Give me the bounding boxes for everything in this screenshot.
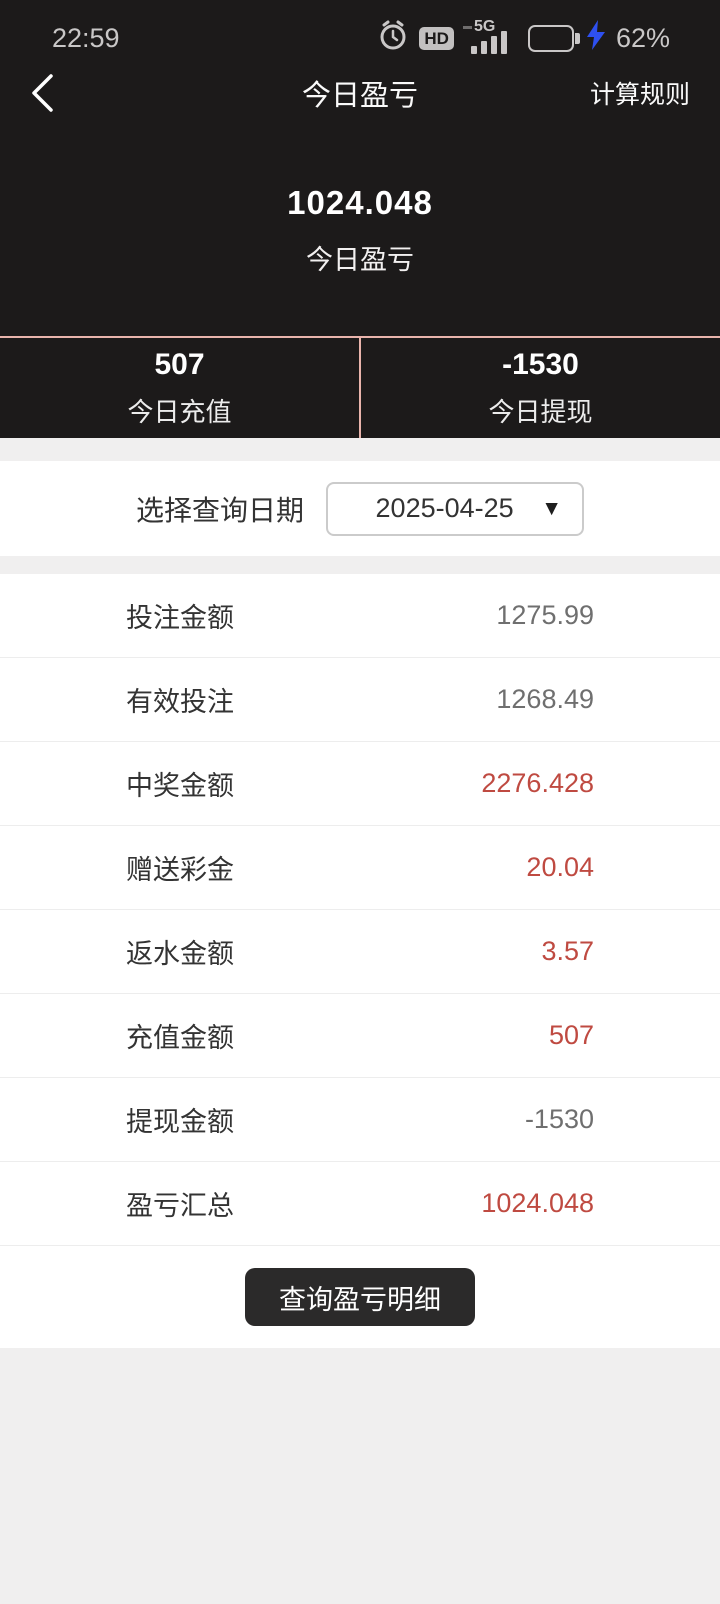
detail-row-value: 1275.99 <box>496 600 594 630</box>
signal-5g-icon: 5G <box>462 18 517 56</box>
nav-bar: 今日盈亏 计算规则 <box>0 58 720 128</box>
detail-row: 返水金额 3.57 <box>0 910 720 994</box>
detail-row: 提现金额 -1530 <box>0 1078 720 1162</box>
detail-row-value: 3.57 <box>541 936 594 966</box>
detail-row: 盈亏汇总 1024.048 <box>0 1162 720 1246</box>
detail-row-label: 返水金额 <box>126 939 234 969</box>
detail-row-value: 507 <box>548 1020 594 1050</box>
alarm-icon <box>378 19 408 58</box>
detail-row-label: 充值金额 <box>126 1023 234 1053</box>
detail-row-label: 提现金额 <box>126 1107 234 1137</box>
details-list: 投注金额 1275.99 有效投注 1268.49 中奖金额 2276.428 … <box>0 574 720 1246</box>
date-select-value: 2025-04-25 <box>375 493 514 523</box>
detail-row-label: 投注金额 <box>126 603 234 633</box>
today-withdraw-value: -1530 <box>502 347 579 381</box>
signal-dash <box>462 26 472 29</box>
date-picker-row: 选择查询日期 2025-04-25 ▼ <box>0 461 720 556</box>
today-profit-amount: 1024.048 <box>287 184 433 221</box>
today-withdraw-label: 今日提现 <box>488 396 593 427</box>
detail-row-value: 2276.428 <box>481 768 594 798</box>
quick-stats-bar: 507 今日充值 -1530 今日提现 <box>0 336 720 438</box>
detail-row-label: 盈亏汇总 <box>126 1191 234 1221</box>
battery-icon <box>527 24 580 52</box>
status-icons: HD 5G 62% <box>378 18 670 58</box>
back-button[interactable] <box>30 71 70 115</box>
detail-row-label: 中奖金额 <box>126 771 234 801</box>
query-details-button[interactable]: 查询盈亏明细 <box>245 1268 475 1326</box>
signal-bars-icon <box>470 31 507 54</box>
detail-row: 赠送彩金 20.04 <box>0 826 720 910</box>
battery-percent-label: 62% <box>615 22 670 53</box>
detail-row-value: 1024.048 <box>481 1188 594 1218</box>
detail-row-label: 赠送彩金 <box>126 855 234 885</box>
detail-row-label: 有效投注 <box>126 687 234 717</box>
calculation-rules-link[interactable]: 计算规则 <box>589 81 690 109</box>
date-select[interactable]: 2025-04-25 ▼ <box>326 481 584 536</box>
detail-row: 中奖金额 2276.428 <box>0 742 720 826</box>
detail-row: 投注金额 1275.99 <box>0 574 720 658</box>
detail-row-value: 1268.49 <box>496 684 594 714</box>
charging-bolt-icon <box>586 19 605 57</box>
network-type-label: 5G <box>473 18 496 35</box>
chevron-left-icon <box>32 74 53 112</box>
detail-row-value: -1530 <box>524 1104 594 1134</box>
date-picker-label: 选择查询日期 <box>135 494 304 526</box>
detail-row-value: 20.04 <box>526 852 594 882</box>
dark-header-section: 22:59 HD 5G <box>0 0 720 438</box>
dropdown-arrow-icon: ▼ <box>541 497 562 520</box>
today-deposit-value: 507 <box>154 347 205 381</box>
today-profit-label: 今日盈亏 <box>306 245 414 275</box>
button-row: 查询盈亏明细 <box>0 1246 720 1348</box>
today-profit-summary: 1024.048 今日盈亏 <box>0 184 720 277</box>
hd-icon: HD <box>419 26 454 50</box>
status-bar: 22:59 HD 5G <box>0 0 720 58</box>
today-deposit-cell: 507 今日充值 <box>0 338 361 438</box>
today-deposit-label: 今日充值 <box>127 396 232 427</box>
today-withdraw-cell: -1530 今日提现 <box>361 338 720 438</box>
detail-row: 有效投注 1268.49 <box>0 658 720 742</box>
detail-row: 充值金额 507 <box>0 994 720 1078</box>
clock-time: 22:59 <box>52 22 120 53</box>
